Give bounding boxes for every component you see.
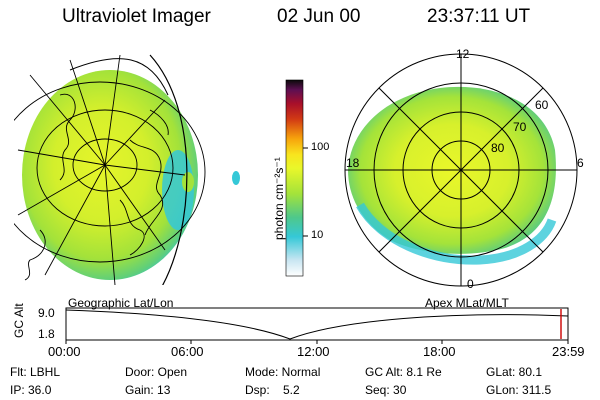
geo-meridians bbox=[17, 54, 186, 285]
altitude-curve bbox=[65, 309, 569, 340]
lat-label-70: 70 bbox=[513, 120, 527, 134]
colorbar-gradient bbox=[285, 79, 304, 277]
seq-value: Seq: 30 bbox=[365, 383, 407, 397]
polar-lat-60 bbox=[373, 82, 549, 258]
image-date: 02 Jun 00 bbox=[277, 6, 361, 27]
lat-label-80: 80 bbox=[491, 141, 505, 155]
door-status: Door: Open bbox=[125, 365, 188, 379]
colorbar-tick-10: 10 bbox=[311, 229, 324, 241]
glat-value: GLat: 80.1 bbox=[486, 365, 543, 379]
gain-value: Gain: 13 bbox=[125, 383, 171, 397]
geo-coastlines bbox=[24, 93, 169, 281]
mlt-label-18: 18 bbox=[346, 156, 360, 170]
right-panel-label: Apex MLat/MLT bbox=[425, 296, 509, 310]
lat-label-60: 60 bbox=[535, 98, 549, 112]
timeline-tick-0600: 06:00 bbox=[171, 344, 204, 359]
instrument-title: Ultraviolet Imager bbox=[62, 6, 211, 27]
timeline-tick-2359: 23:59 bbox=[552, 344, 585, 359]
polar-emission-region bbox=[348, 86, 556, 254]
geo-lat-circle bbox=[72, 138, 138, 192]
polar-outer-circle bbox=[344, 53, 578, 287]
mlt-label-6: 6 bbox=[577, 156, 584, 170]
timeline-ymin: 1.8 bbox=[38, 327, 55, 341]
timeline-tick-1800: 18:00 bbox=[423, 344, 456, 359]
colorbar-tick-100: 100 bbox=[311, 141, 330, 153]
dsp-value: Dsp: 5.2 bbox=[245, 383, 300, 397]
mlt-label-0: 0 bbox=[467, 277, 474, 291]
polar-lat-80 bbox=[431, 140, 491, 200]
glon-value: GLon: 311.5 bbox=[486, 383, 552, 397]
timeline-tick-1200: 12:00 bbox=[297, 344, 330, 359]
ip-value: IP: 36.0 bbox=[10, 383, 52, 397]
image-time: 23:37:11 UT bbox=[427, 6, 531, 27]
polar-lat-70 bbox=[402, 111, 520, 229]
filter-value: Flt: LBHL bbox=[10, 365, 61, 379]
timeline-tick-0000: 00:00 bbox=[48, 344, 81, 359]
left-panel-label: Geographic Lat/Lon bbox=[68, 296, 174, 310]
mode-value: Mode: Normal bbox=[245, 365, 321, 379]
timeline-ymax: 9.0 bbox=[38, 306, 55, 320]
colorbar-unit-label: photon cm⁻²s⁻¹ bbox=[272, 157, 286, 240]
gc-alt-value: GC Alt: 8.1 Re bbox=[365, 365, 442, 379]
earth-limb-line bbox=[149, 54, 188, 285]
geo-emission-region bbox=[22, 70, 198, 280]
timeline-ylabel: GC Alt bbox=[12, 303, 26, 338]
mlt-label-12: 12 bbox=[456, 47, 470, 61]
